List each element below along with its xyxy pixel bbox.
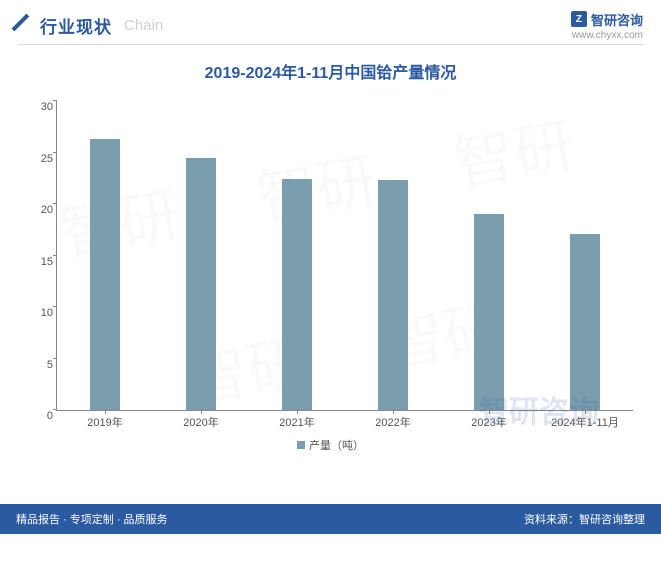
header-title: 行业现状 xyxy=(40,13,112,38)
ytick-mark xyxy=(53,203,57,204)
brand-badge-icon: Z xyxy=(571,11,587,27)
header-left: 行业现状 Chain xyxy=(18,13,163,38)
ytick-mark xyxy=(53,409,57,410)
header: 行业现状 Chain Z 智研咨询 www.chyxx.com xyxy=(0,0,661,44)
brand-top: Z 智研咨询 xyxy=(571,10,643,29)
header-rule xyxy=(18,44,643,45)
header-subtitle: Chain xyxy=(124,17,163,34)
ytick-label: 10 xyxy=(23,307,53,319)
footer: 精品报告 · 专项定制 · 品质服务 资料来源：智研咨询整理 xyxy=(0,504,661,534)
ytick-label: 15 xyxy=(23,256,53,268)
bar xyxy=(474,214,505,410)
bar xyxy=(378,180,409,410)
bar xyxy=(282,179,313,410)
ytick-mark xyxy=(53,100,57,101)
chart-wrap: 0 5 10 15 20 25 30 2019年 2020年 2021年 2022年 2023年 202… xyxy=(22,97,639,467)
ytick-mark xyxy=(53,255,57,256)
xtick-label: 2019年 xyxy=(87,414,122,430)
ytick-mark xyxy=(53,152,57,153)
bar xyxy=(570,234,601,410)
ytick-label: 20 xyxy=(23,204,53,216)
xtick-label: 2021年 xyxy=(279,414,314,430)
legend-swatch-icon xyxy=(297,441,305,449)
ytick-mark xyxy=(53,306,57,307)
chart-title: 2019-2024年1-11月中国铪产量情况 xyxy=(0,59,661,83)
xtick-label: 2020年 xyxy=(183,414,218,430)
header-right: Z 智研咨询 www.chyxx.com xyxy=(571,10,643,41)
bar xyxy=(186,158,217,410)
ytick-label: 0 xyxy=(23,410,53,422)
xtick-label: 2024年1-11月 xyxy=(551,414,619,430)
xtick-label: 2022年 xyxy=(375,414,410,430)
chart-legend: 产量（吨） xyxy=(22,437,639,453)
chart-plot: 0510152025302019年2020年2021年2022年2023年202… xyxy=(56,101,633,411)
ytick-label: 5 xyxy=(23,359,53,371)
footer-right: 资料来源：智研咨询整理 xyxy=(524,511,645,527)
ytick-mark xyxy=(53,358,57,359)
ytick-label: 25 xyxy=(23,153,53,165)
diamond-icon xyxy=(15,15,35,35)
legend-label: 产量（吨） xyxy=(309,437,364,453)
xtick-label: 2023年 xyxy=(471,414,506,430)
brand-name: 智研咨询 xyxy=(591,10,643,29)
brand-url: www.chyxx.com xyxy=(571,30,643,41)
ytick-label: 30 xyxy=(23,101,53,113)
bar xyxy=(90,139,121,410)
container: 行业现状 Chain Z 智研咨询 www.chyxx.com 2019-202… xyxy=(0,0,661,534)
footer-left: 精品报告 · 专项定制 · 品质服务 xyxy=(16,511,168,527)
